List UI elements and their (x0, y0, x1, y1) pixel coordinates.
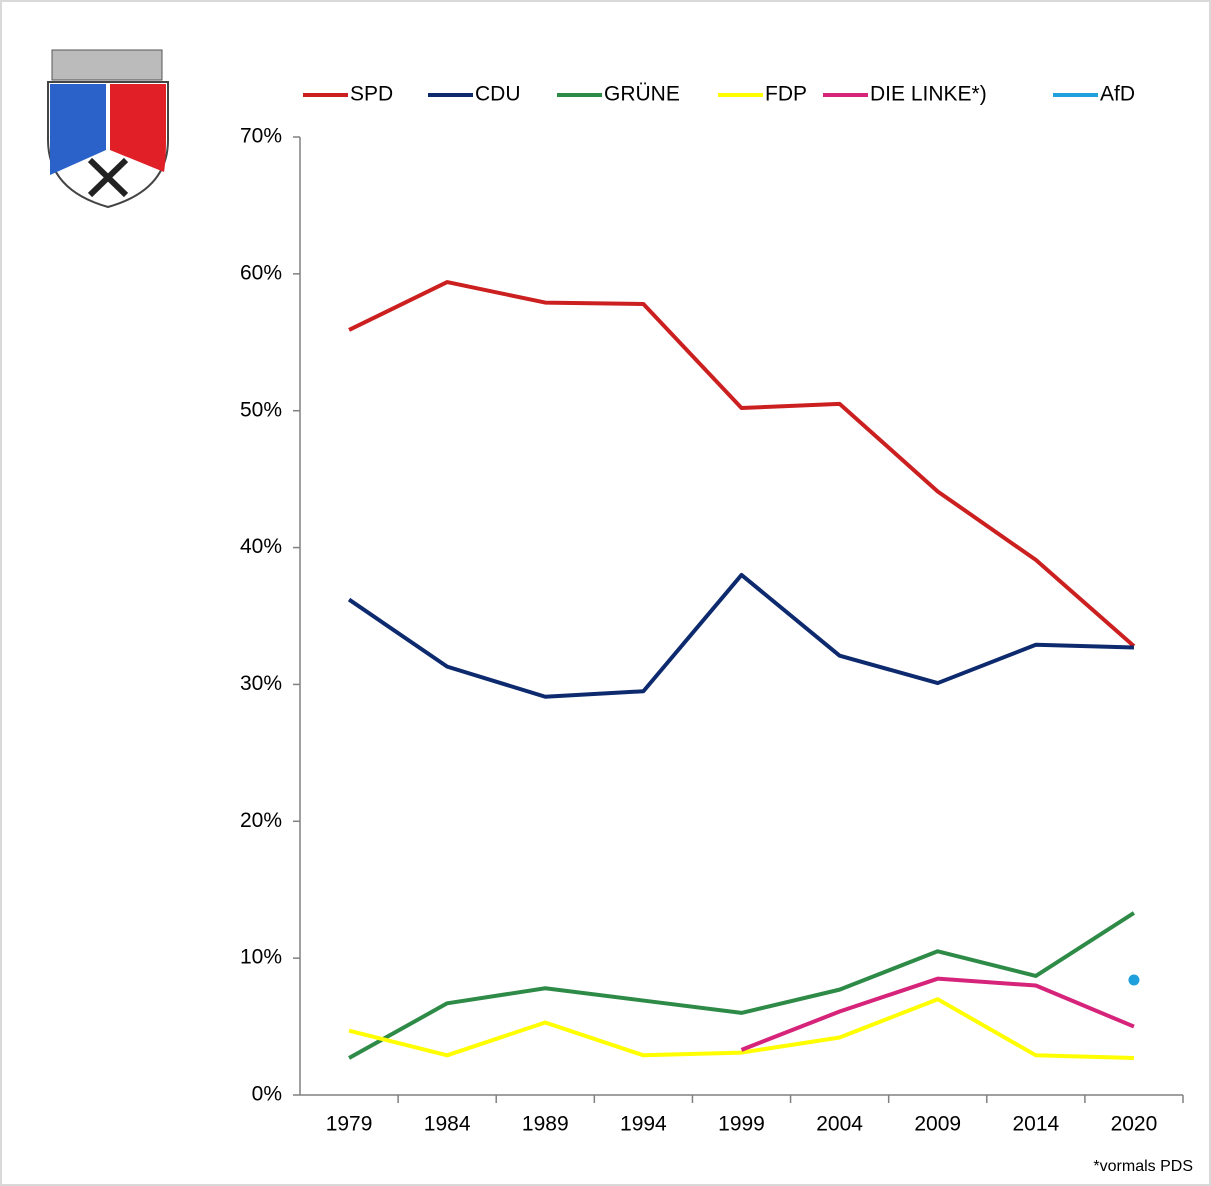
legend-label: AfD (1100, 83, 1135, 106)
x-tick-label: 1989 (522, 1113, 569, 1136)
x-tick-label: 2009 (914, 1113, 961, 1136)
y-tick-label: 30% (240, 672, 282, 695)
y-tick-label: 0% (252, 1083, 282, 1106)
x-tick-label: 1994 (620, 1113, 667, 1136)
x-tick-label: 2020 (1111, 1113, 1158, 1136)
series-line (348, 997, 1134, 1061)
x-tick-label: 2004 (816, 1113, 863, 1136)
x-tick-label: 1979 (326, 1113, 373, 1136)
legend-label: GRÜNE (604, 83, 680, 106)
series-line (348, 911, 1136, 1060)
footnote: *vormals PDS (1093, 1158, 1193, 1175)
x-tick-label: 2014 (1012, 1113, 1059, 1136)
y-tick-label: 10% (240, 946, 282, 969)
coat-of-arms (47, 49, 169, 209)
y-tick-label: 60% (240, 261, 282, 284)
series-line (740, 976, 1135, 1052)
series-line (347, 572, 1134, 699)
y-tick-label: 20% (240, 809, 282, 832)
legend-label: FDP (765, 83, 807, 106)
series-line (348, 280, 1136, 648)
y-tick-label: 70% (240, 125, 282, 148)
legend-label: CDU (475, 83, 521, 106)
y-tick-label: 40% (240, 535, 282, 558)
legend-label: SPD (350, 83, 393, 106)
legend-label: DIE LINKE*) (870, 83, 987, 106)
x-tick-label: 1999 (718, 1113, 765, 1136)
point (1128, 974, 1140, 986)
y-tick-label: 50% (240, 398, 282, 421)
x-tick-label: 1984 (424, 1113, 471, 1136)
